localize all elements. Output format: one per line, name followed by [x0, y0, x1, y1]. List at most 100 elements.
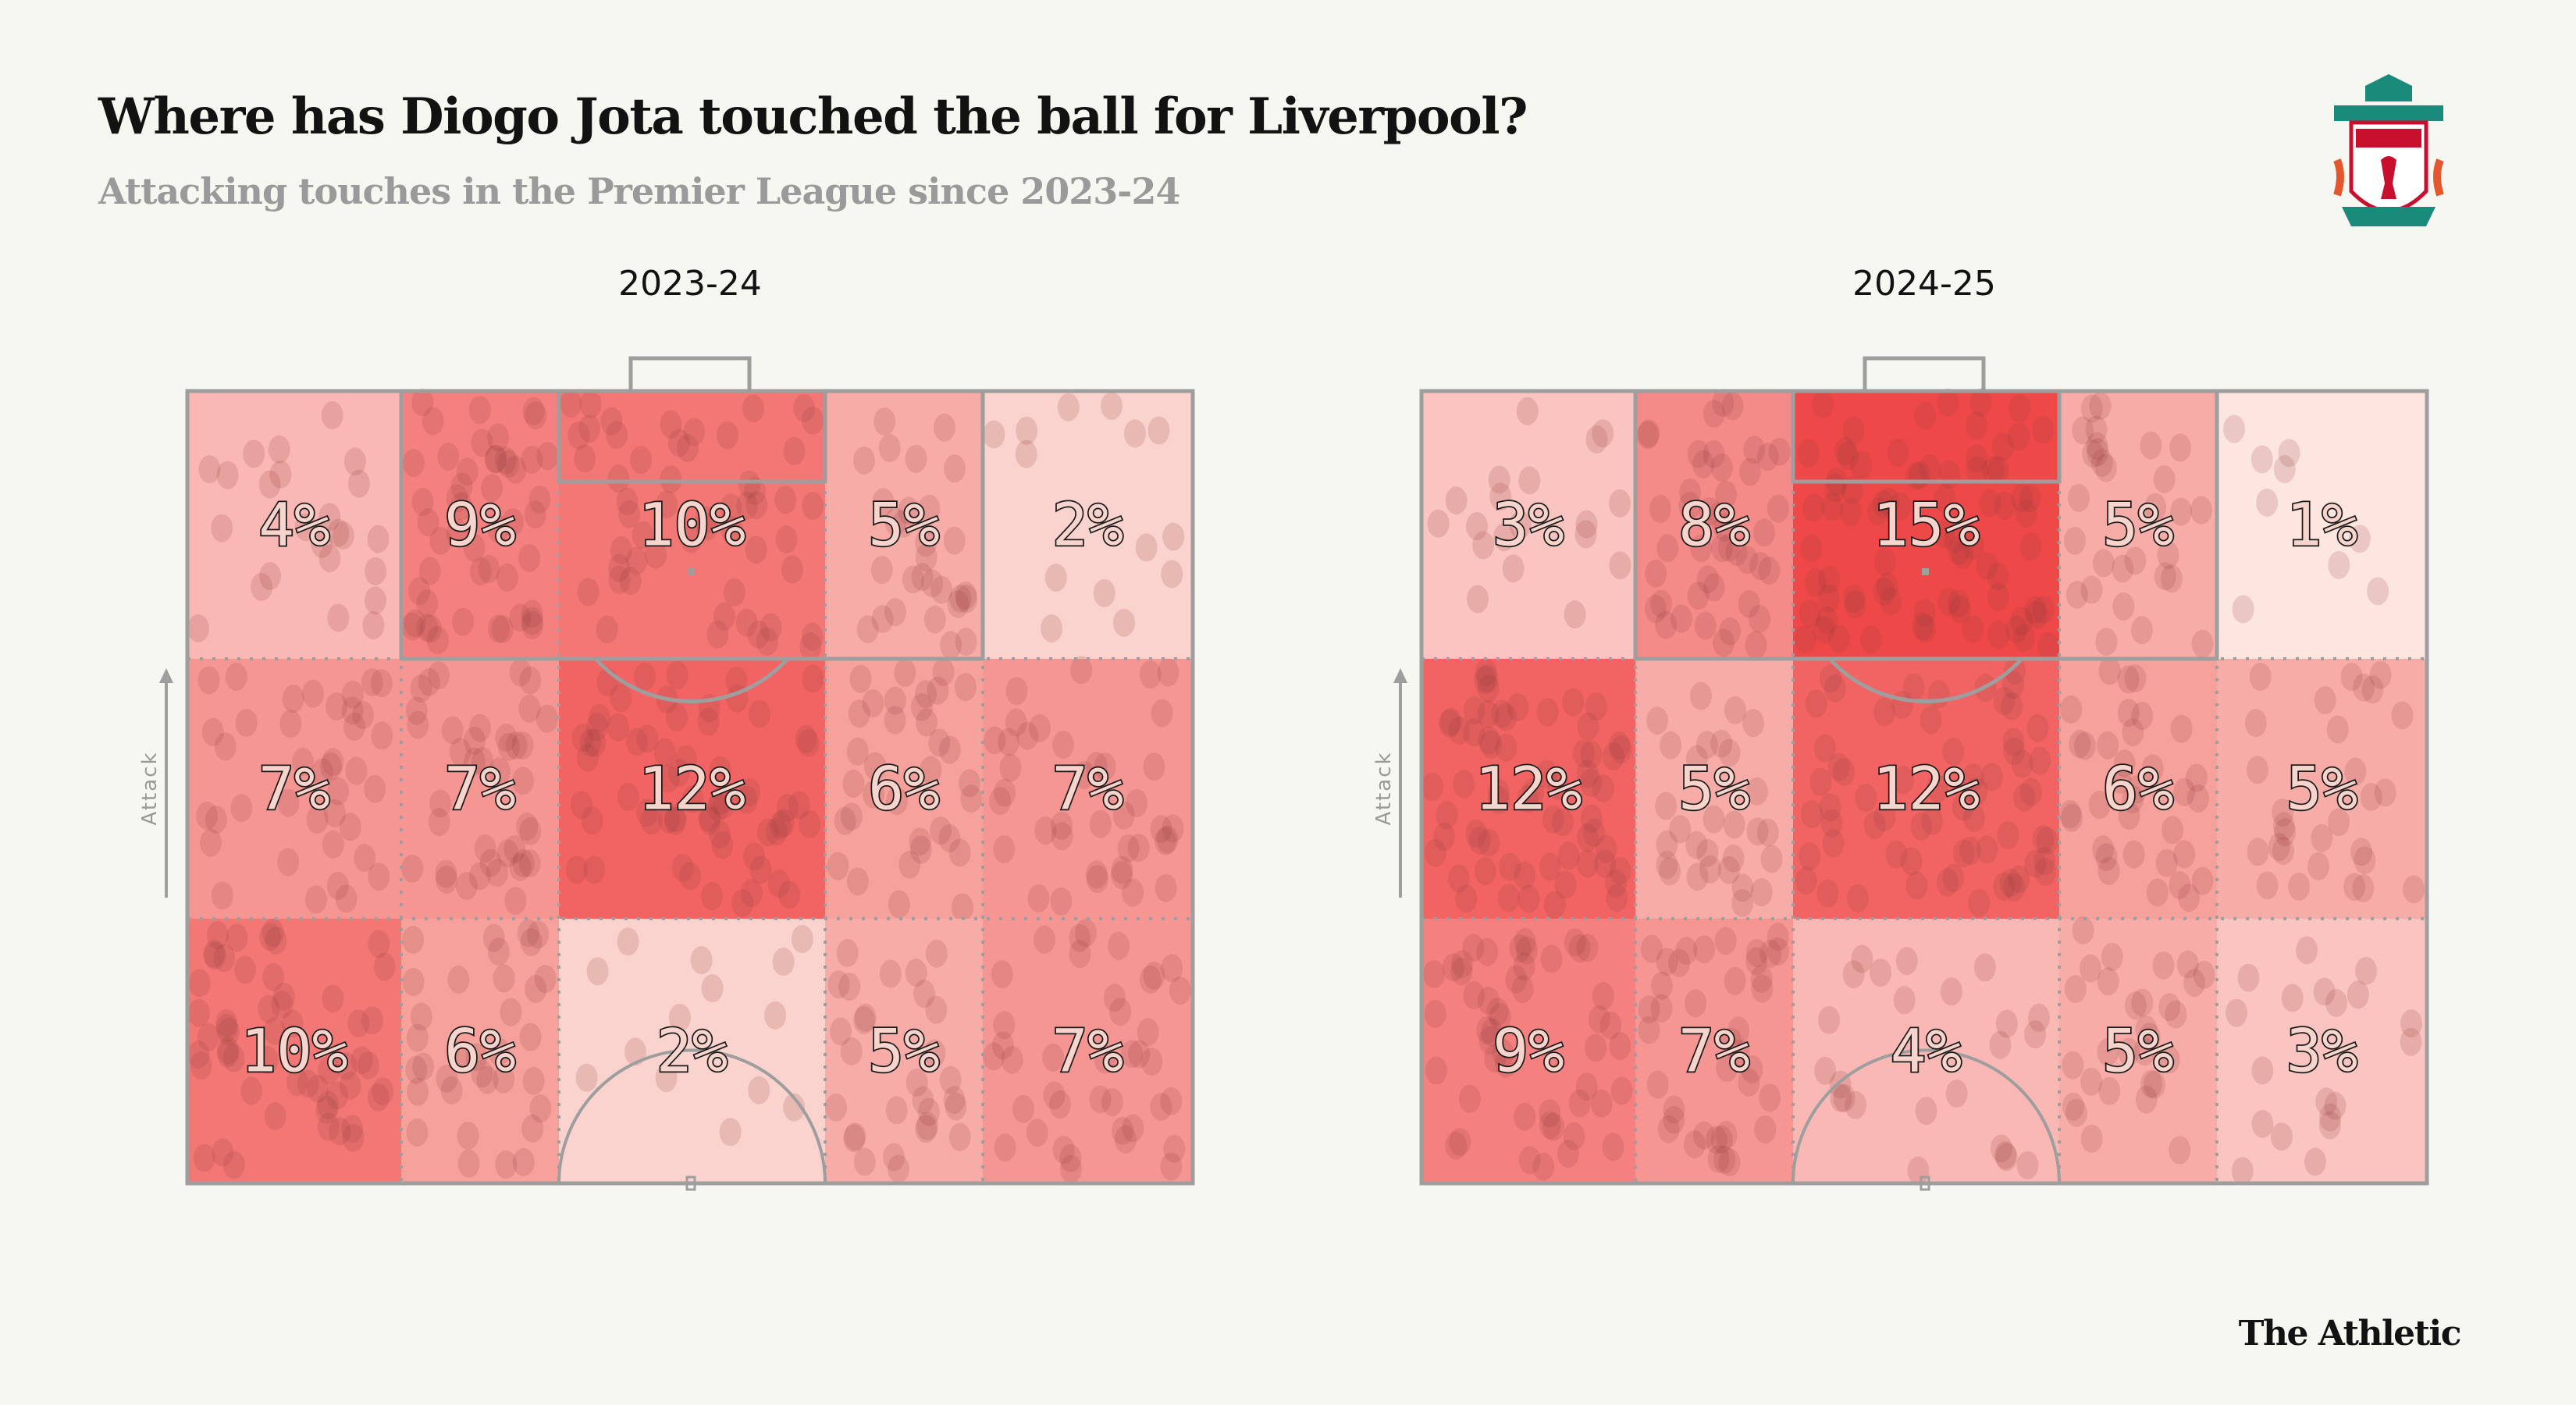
touch-dot — [281, 1009, 304, 1038]
touch-dot — [1696, 838, 1719, 867]
touch-dot — [2140, 1069, 2163, 1098]
touch-dot — [610, 684, 632, 713]
touch-dot — [1663, 1105, 1685, 1134]
touch-dot — [1745, 777, 1768, 806]
touch-dot — [2173, 777, 2196, 806]
cell-value-label: 7% — [444, 754, 516, 823]
touch-dot — [1085, 752, 1108, 781]
touch-dot — [2146, 878, 2169, 907]
touch-dot — [2367, 577, 2389, 606]
touch-dot — [928, 728, 951, 757]
touch-dot — [463, 727, 486, 756]
touch-dot — [1086, 865, 1108, 894]
touch-dot — [481, 474, 503, 503]
touch-dot — [2223, 414, 2246, 443]
center-spot — [1920, 1176, 1930, 1191]
touch-dot — [938, 735, 961, 764]
touch-dot — [944, 454, 966, 483]
touch-dot — [923, 605, 946, 634]
touch-dot — [1937, 388, 1959, 417]
touch-dot — [1942, 738, 1965, 767]
touch-dot — [576, 743, 599, 772]
touch-dot — [264, 1101, 286, 1130]
touch-dot — [1989, 1030, 2012, 1059]
touch-dot — [748, 1076, 770, 1104]
touch-dot — [1111, 855, 1133, 884]
touch-dot — [1112, 608, 1135, 637]
touch-dot — [1150, 815, 1172, 844]
touch-dot — [519, 816, 542, 845]
touch-dot — [1592, 982, 1614, 1011]
touch-dot — [2072, 916, 2094, 945]
touch-dot — [335, 884, 358, 913]
touch-dot — [764, 1001, 787, 1030]
touch-dot — [581, 806, 603, 835]
touch-dot — [1122, 1114, 1144, 1143]
touch-dot — [560, 389, 582, 418]
touch-dot — [1474, 857, 1496, 886]
touch-dot — [720, 516, 743, 545]
touch-dot — [910, 692, 933, 721]
touch-dot — [343, 713, 365, 742]
touch-dot — [504, 455, 527, 484]
touch-dot — [222, 1151, 245, 1179]
touch-dot — [2094, 454, 2117, 482]
touch-dot — [417, 508, 439, 537]
touch-dot — [1015, 439, 1037, 468]
touch-dot — [775, 525, 798, 554]
cell-value-label: 5% — [868, 490, 940, 560]
touch-dot — [2073, 731, 2096, 760]
touch-dot — [1089, 809, 1112, 838]
touch-dot — [215, 1014, 238, 1043]
touch-dot — [930, 575, 953, 604]
touch-dot — [1839, 498, 1862, 527]
attack-label: Attack — [138, 751, 162, 825]
touch-dot — [1866, 497, 1889, 526]
touch-dot — [1987, 562, 2009, 591]
touch-dot — [1982, 456, 2005, 485]
touch-dot — [469, 557, 492, 586]
touch-dot — [664, 803, 687, 832]
touch-dot — [827, 852, 849, 880]
touch-dot — [2348, 525, 2371, 553]
touch-dot — [2097, 731, 2119, 759]
touch-dot — [418, 667, 440, 696]
touch-dot — [326, 871, 349, 900]
touch-dot — [463, 533, 486, 562]
touch-dot — [1001, 1045, 1023, 1074]
touch-dot — [416, 614, 439, 642]
touch-dot — [618, 500, 641, 528]
touch-dot — [1111, 861, 1133, 890]
touch-dot — [1731, 873, 1754, 902]
touch-dot — [487, 423, 510, 452]
touch-dot — [884, 686, 906, 715]
touch-dot — [2131, 988, 2154, 1017]
touch-dot — [347, 1009, 370, 1038]
touch-dot — [1052, 1136, 1075, 1165]
touch-dot — [2360, 782, 2382, 811]
touch-dot — [2067, 483, 2090, 512]
touch-dot — [1756, 818, 1779, 847]
touch-dot — [2273, 455, 2296, 484]
touch-dot — [608, 565, 631, 594]
touch-dot — [856, 615, 879, 644]
touch-dot — [1540, 944, 1563, 973]
touch-dot — [1572, 739, 1595, 768]
touch-dot — [307, 1074, 329, 1103]
touch-dot — [1738, 589, 1760, 618]
touch-dot — [187, 998, 210, 1027]
touch-dot — [429, 526, 452, 555]
touch-dot — [583, 855, 606, 884]
touch-dot — [915, 543, 938, 572]
touch-dot — [745, 535, 767, 564]
touch-dot — [840, 802, 863, 831]
heatmap-cell — [187, 659, 401, 919]
touch-dot — [1669, 815, 1692, 844]
touch-dot — [319, 752, 342, 781]
touch-dot — [1157, 658, 1179, 687]
touch-dot — [1768, 437, 1791, 466]
touch-dot — [1991, 432, 2014, 461]
heatmap-cell — [825, 919, 983, 1183]
cell-value-label: 5% — [868, 1016, 940, 1086]
touch-dot — [1108, 931, 1130, 960]
